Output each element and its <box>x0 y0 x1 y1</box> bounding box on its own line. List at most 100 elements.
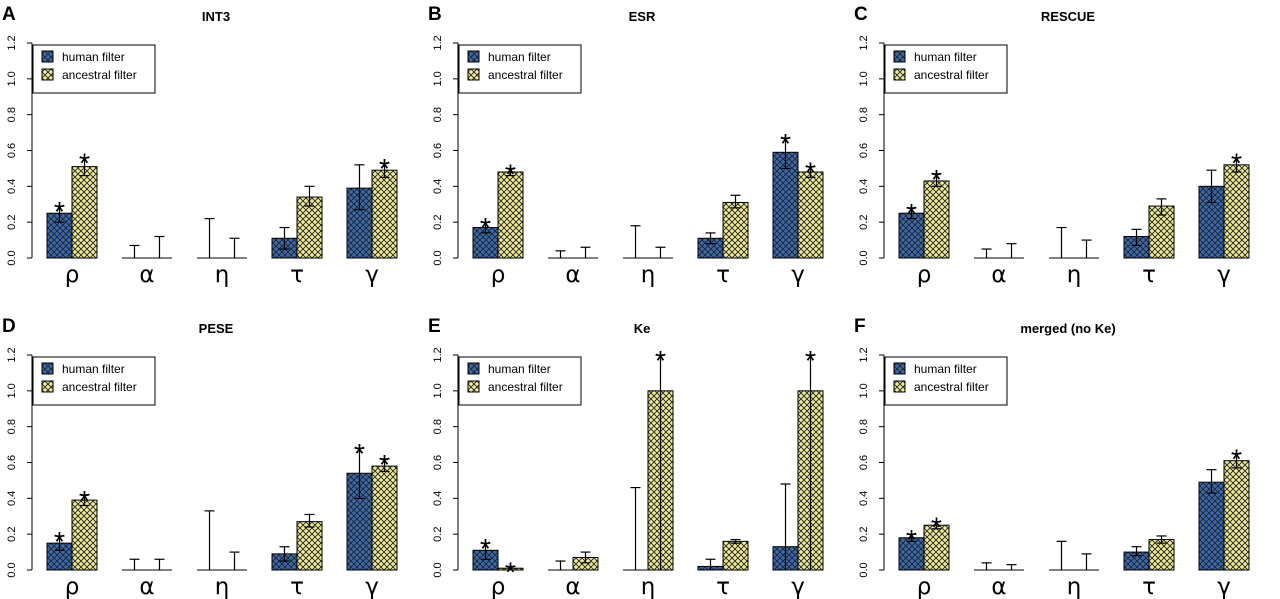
y-tick-label: 0.6 <box>6 143 18 158</box>
legend-swatch-human <box>41 362 54 375</box>
bar-ancestral-4 <box>722 540 749 571</box>
y-tick-label: 0.6 <box>6 455 18 470</box>
legend: human filter ancestral filter <box>884 356 1008 406</box>
significance-star: * <box>480 533 491 564</box>
category-label: α <box>565 574 580 599</box>
legend-label-ancestral: ancestral filter <box>62 68 137 82</box>
significance-star: * <box>906 524 917 555</box>
panel-letter: D <box>2 316 16 337</box>
category-label: τ <box>1142 262 1156 288</box>
significance-star: * <box>379 153 390 184</box>
y-tick-label: 1.0 <box>432 383 444 398</box>
y-tick-label: 0.6 <box>858 143 870 158</box>
category-label: τ <box>1142 574 1156 599</box>
y-tick-label: 0.2 <box>858 527 870 542</box>
y-tick-label: 1.2 <box>6 35 18 50</box>
y-tick-label: 1.0 <box>858 71 870 86</box>
category-label: τ <box>716 262 730 288</box>
legend-label-human: human filter <box>62 362 125 376</box>
y-tick-label: 1.2 <box>6 347 18 362</box>
significance-star: * <box>805 345 816 376</box>
bar-ancestral-5 <box>1223 460 1250 571</box>
y-tick-label: 0.8 <box>432 107 444 122</box>
legend: human filter ancestral filter <box>884 44 1008 94</box>
legend-swatch-human <box>467 50 480 63</box>
significance-star: * <box>480 212 491 243</box>
legend-swatch-human <box>467 362 480 375</box>
legend-label-ancestral: ancestral filter <box>62 380 137 394</box>
category-label: γ <box>365 262 379 288</box>
significance-star: * <box>79 485 90 516</box>
y-tick-label: 0.4 <box>858 491 870 506</box>
y-tick-label: 0.0 <box>858 250 870 265</box>
significance-star: * <box>379 449 390 480</box>
legend-swatch-ancestral <box>467 68 480 81</box>
significance-star: * <box>655 345 666 376</box>
y-tick-label: 0.8 <box>6 107 18 122</box>
y-tick-label: 1.2 <box>858 35 870 50</box>
legend: human filter ancestral filter <box>458 44 582 94</box>
significance-star: * <box>79 148 90 179</box>
category-label: α <box>139 262 154 288</box>
category-label: η <box>215 262 230 288</box>
panel-title: Ke <box>634 321 651 336</box>
bar-ancestral-4 <box>722 201 749 259</box>
panel-letter: E <box>428 316 441 337</box>
y-tick-label: 0.2 <box>858 215 870 230</box>
y-tick-label: 0.2 <box>432 527 444 542</box>
legend-swatch-ancestral <box>41 380 54 393</box>
significance-star: * <box>1231 444 1242 475</box>
legend-label-human: human filter <box>488 50 551 64</box>
legend-label-ancestral: ancestral filter <box>914 380 989 394</box>
panel-title: RESCUE <box>1041 9 1096 24</box>
legend-label-ancestral: ancestral filter <box>488 68 563 82</box>
significance-star: * <box>505 556 516 587</box>
y-tick-label: 0.6 <box>858 455 870 470</box>
legend-label-human: human filter <box>62 50 125 64</box>
category-label: ρ <box>491 574 506 599</box>
category-label: ρ <box>65 574 80 599</box>
category-label: τ <box>290 262 304 288</box>
y-tick-label: 0.0 <box>6 562 18 577</box>
chart-panel-c: C RESCUE 0.0 0.2 0.4 0.6 0.8 1.0 1.2 * * ρ α η τ * γ huma… <box>854 4 1250 288</box>
y-tick-label: 0.2 <box>6 215 18 230</box>
y-tick-label: 0.4 <box>432 179 444 194</box>
category-label: ρ <box>917 574 932 599</box>
category-label: γ <box>791 574 805 599</box>
significance-star: * <box>1231 148 1242 179</box>
legend-swatch-ancestral <box>467 380 480 393</box>
panel-letter: A <box>2 4 16 25</box>
bar-human-5 <box>772 151 799 259</box>
legend-swatch-human <box>893 50 906 63</box>
panel-letter: C <box>854 4 868 25</box>
bar-ancestral-4 <box>1148 539 1175 571</box>
category-label: ρ <box>491 262 506 288</box>
significance-star: * <box>931 512 942 543</box>
category-label: γ <box>365 574 379 599</box>
y-tick-label: 1.0 <box>432 71 444 86</box>
panel-title: PESE <box>199 321 234 336</box>
significance-star: * <box>505 158 516 189</box>
legend: human filter ancestral filter <box>32 356 156 406</box>
panel-title: merged (no Ke) <box>1020 321 1115 336</box>
panel-title: INT3 <box>202 9 230 24</box>
significance-star: * <box>805 157 816 188</box>
legend-label-ancestral: ancestral filter <box>914 68 989 82</box>
bar-ancestral-5 <box>1223 164 1250 259</box>
category-label: τ <box>290 574 304 599</box>
y-tick-label: 0.4 <box>6 179 18 194</box>
significance-star: * <box>780 128 791 159</box>
category-label: ρ <box>917 262 932 288</box>
category-label: τ <box>716 574 730 599</box>
panel-letter: B <box>428 4 442 25</box>
significance-star: * <box>54 526 65 557</box>
legend-swatch-ancestral <box>893 380 906 393</box>
category-label: η <box>641 262 656 288</box>
category-label: γ <box>1217 262 1231 288</box>
bar-ancestral-1 <box>497 171 524 259</box>
bar-ancestral-1 <box>71 499 98 571</box>
category-label: α <box>991 574 1006 599</box>
category-label: ρ <box>65 262 80 288</box>
